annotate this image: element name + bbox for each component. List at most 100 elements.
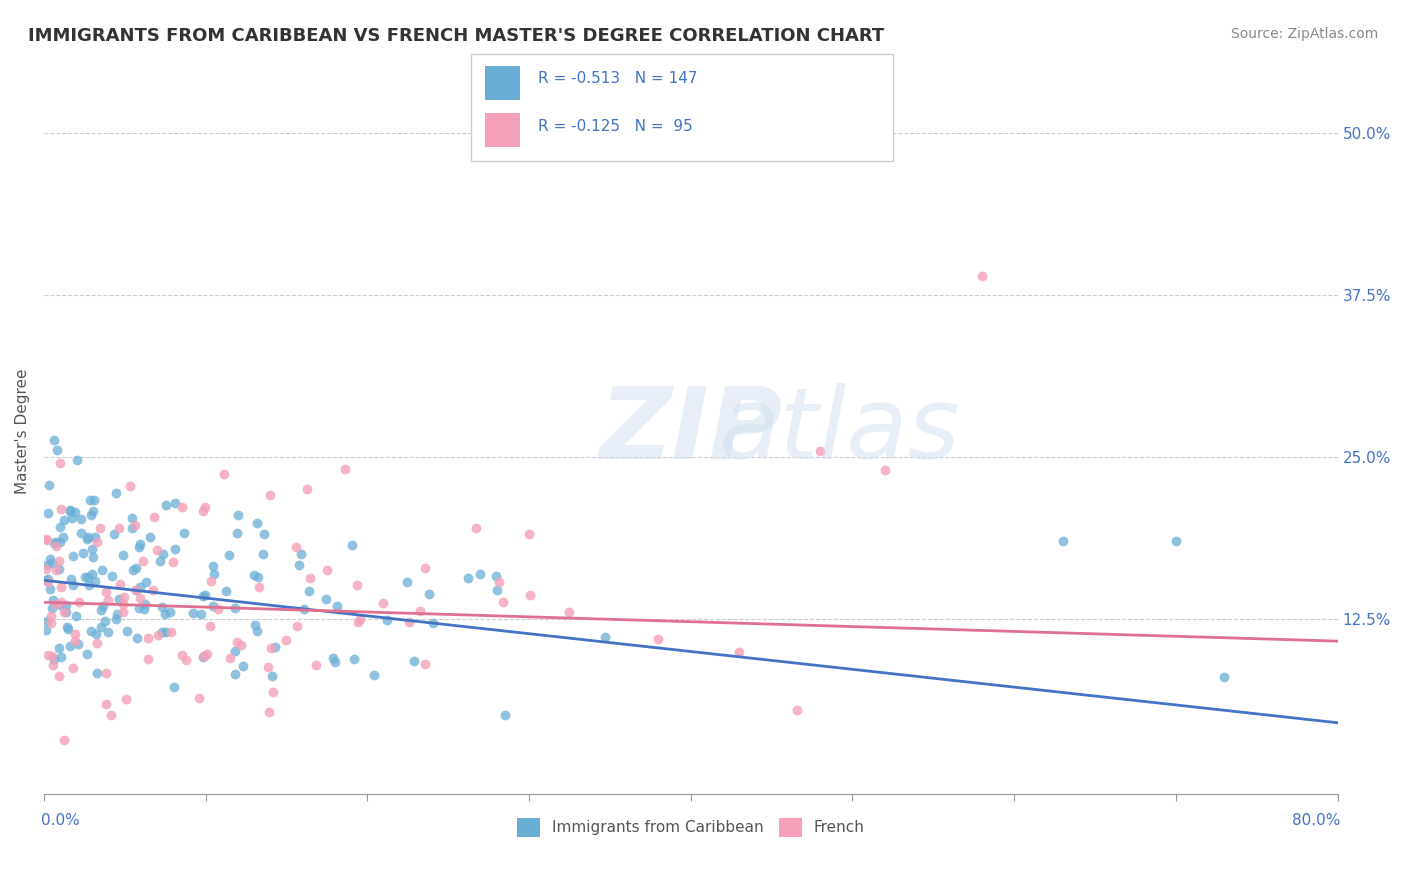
Point <box>252 547 274 561</box>
Point <box>224 600 246 615</box>
Point <box>257 660 280 674</box>
Point <box>295 482 318 496</box>
Point <box>49 456 72 470</box>
Point <box>153 607 176 621</box>
Point <box>45 534 67 549</box>
Point <box>62 661 84 675</box>
Point <box>91 563 114 577</box>
Point <box>94 585 117 599</box>
Text: R = -0.125   N =  95: R = -0.125 N = 95 <box>538 120 693 134</box>
Point <box>45 539 67 553</box>
Point <box>121 521 143 535</box>
Point <box>42 433 65 447</box>
Point <box>45 597 67 611</box>
Point <box>82 504 104 518</box>
Point <box>41 609 63 624</box>
Point <box>48 668 70 682</box>
Point <box>495 707 517 722</box>
Point <box>86 665 108 680</box>
Point <box>49 501 72 516</box>
Point <box>70 512 93 526</box>
Point <box>340 538 363 552</box>
Point <box>492 594 515 608</box>
Point <box>181 607 204 621</box>
Point <box>139 530 162 544</box>
Point <box>276 632 298 647</box>
Point <box>37 507 59 521</box>
Point <box>224 667 246 681</box>
Point <box>83 492 105 507</box>
Point <box>105 607 128 621</box>
Point <box>290 548 312 562</box>
Point <box>288 558 311 573</box>
Point <box>111 549 134 563</box>
Text: 80.0%: 80.0% <box>1292 814 1341 829</box>
Point <box>292 602 315 616</box>
Point <box>135 575 157 590</box>
Point <box>37 648 59 662</box>
Point <box>46 443 69 458</box>
Point <box>163 680 186 694</box>
Point <box>873 463 896 477</box>
Point <box>163 542 186 557</box>
Point <box>246 569 269 583</box>
Point <box>200 574 222 589</box>
Point <box>200 619 222 633</box>
Point <box>82 566 104 581</box>
Point <box>65 609 87 624</box>
Point <box>34 573 56 587</box>
Point <box>150 625 173 640</box>
Point <box>91 599 114 613</box>
Point <box>51 595 73 609</box>
Point <box>808 443 831 458</box>
Point <box>970 268 993 283</box>
Point <box>100 708 122 723</box>
Point <box>202 559 225 574</box>
Point <box>96 666 118 681</box>
Point <box>172 500 194 515</box>
Point <box>468 567 491 582</box>
Point <box>55 598 77 612</box>
Point <box>41 648 63 663</box>
Point <box>59 504 82 518</box>
Point <box>37 573 59 587</box>
Point <box>464 520 486 534</box>
Point <box>35 532 58 546</box>
Point <box>335 462 357 476</box>
Point <box>44 652 66 666</box>
Point <box>42 658 65 673</box>
Point <box>128 601 150 615</box>
Point <box>90 619 112 633</box>
Point <box>242 568 264 582</box>
Point <box>129 591 152 605</box>
Point <box>176 653 198 667</box>
Text: R = -0.513   N = 147: R = -0.513 N = 147 <box>538 71 697 86</box>
Point <box>207 601 229 615</box>
Point <box>728 644 751 658</box>
Point <box>35 533 58 548</box>
Point <box>246 624 269 639</box>
Point <box>125 582 148 597</box>
Point <box>243 618 266 632</box>
Point <box>298 584 321 599</box>
Point <box>72 545 94 559</box>
Point <box>97 592 120 607</box>
Point <box>190 607 212 621</box>
Point <box>121 511 143 525</box>
Point <box>486 583 509 598</box>
Point <box>321 651 343 665</box>
Point <box>398 615 420 630</box>
Point <box>194 500 217 514</box>
Point <box>104 485 127 500</box>
Point <box>118 479 141 493</box>
Point <box>48 640 70 655</box>
Point <box>41 557 63 571</box>
Point <box>66 453 89 467</box>
Text: 0.0%: 0.0% <box>41 814 79 829</box>
Text: atlas: atlas <box>718 383 960 480</box>
Point <box>193 650 215 665</box>
Point <box>38 552 60 566</box>
Point <box>253 527 276 541</box>
Point <box>125 582 148 597</box>
Point <box>34 624 56 638</box>
